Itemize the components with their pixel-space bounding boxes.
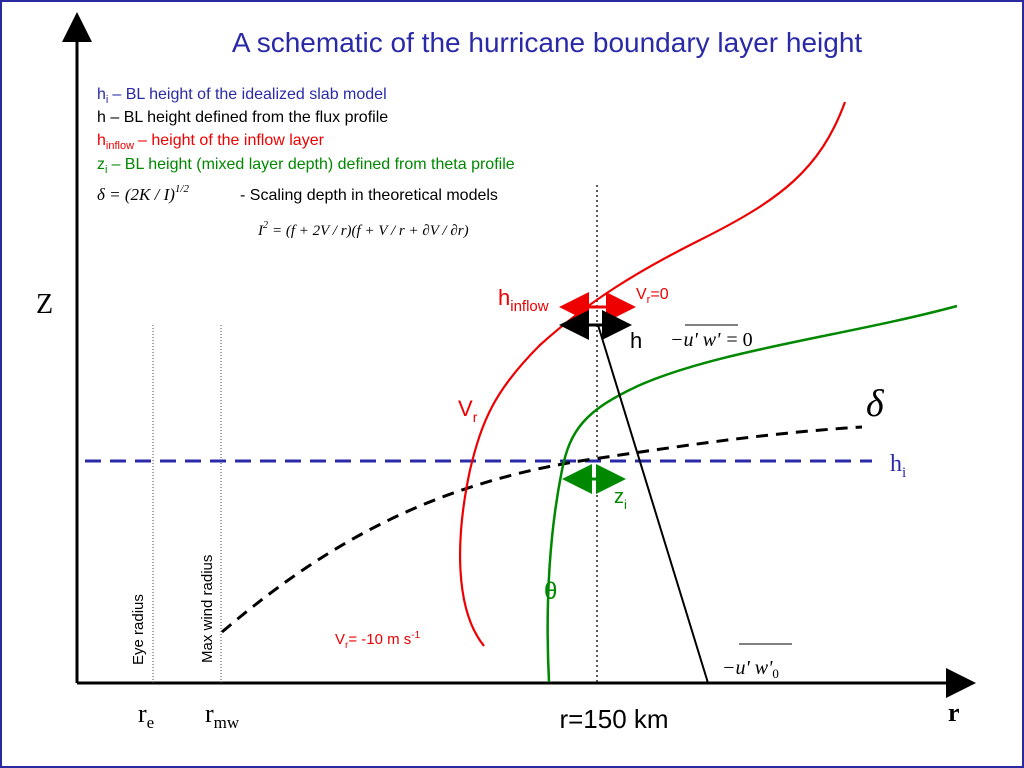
symbol: r	[138, 699, 147, 728]
subscript: i	[105, 164, 107, 176]
formula: I	[257, 223, 264, 239]
subscript: r	[345, 640, 349, 651]
subscript: i	[902, 465, 906, 481]
label-r-e: re	[138, 699, 154, 732]
symbol: h	[97, 86, 106, 103]
minus: −	[670, 329, 684, 351]
flux-line	[597, 324, 709, 684]
text: = -10 m s	[348, 631, 411, 648]
symbol: V	[335, 631, 345, 648]
symbol: z	[97, 156, 105, 173]
label-h: h	[630, 328, 642, 353]
title: A schematic of the hurricane boundary la…	[232, 27, 863, 58]
vr-curve	[458, 101, 847, 647]
label-h-i: hi	[890, 451, 906, 481]
label-vr: Vr	[458, 396, 478, 425]
symbol: V	[636, 286, 647, 303]
text: – BL height (mixed layer depth) defined …	[111, 156, 514, 173]
label-z-i: zi	[614, 486, 627, 512]
formula: = (f + 2V / r)(f + V / r + ∂V / ∂r)	[272, 223, 469, 239]
subscript: inflow	[510, 298, 549, 315]
minus: −	[722, 657, 736, 679]
symbol: h	[890, 451, 902, 477]
label-r-mw: rmw	[205, 699, 240, 732]
text: – BL height of the idealized slab model	[112, 86, 386, 103]
delta-curve	[221, 425, 863, 634]
label-h-inflow: hinflow	[498, 285, 549, 315]
legend-item: hi – BL height of the idealized slab mode…	[97, 86, 387, 106]
label-flux-zero: −u' w' = 0	[670, 329, 753, 351]
subscript: r	[473, 409, 478, 425]
text: – height of the inflow layer	[138, 132, 325, 149]
subscript: 0	[772, 666, 779, 681]
superscript: 2	[263, 220, 268, 231]
label-vr-zero: Vr=0	[636, 286, 669, 306]
subscript: mw	[214, 713, 240, 732]
symbol: h	[97, 132, 106, 149]
label-z-axis: Z	[36, 289, 53, 320]
symbol: V	[458, 396, 473, 421]
legend-item: zi – BL height (mixed layer depth) define…	[97, 156, 515, 176]
subscript: inflow	[106, 140, 134, 152]
formula-note: - Scaling depth in theoretical models	[240, 187, 498, 204]
label-r150: r=150 km	[559, 704, 668, 734]
label-flux-surface: −u' w'0	[722, 657, 779, 681]
label-r-axis: r	[948, 698, 960, 727]
subscript: r	[647, 294, 651, 306]
text: = 0	[726, 329, 752, 351]
label-vr-minus10: Vr= -10 m s-1	[335, 630, 421, 651]
superscript: 1/2	[175, 183, 190, 195]
label-theta: θ	[544, 578, 557, 605]
symbol: z	[614, 486, 624, 508]
formula-delta: δ = (2K / I)1/2	[97, 183, 189, 204]
text: =0	[650, 286, 668, 303]
legend-item: h – BL height defined from the flux prof…	[97, 109, 388, 126]
symbol: r	[205, 699, 214, 728]
label-max-wind-radius: Max wind radius	[199, 555, 216, 663]
term: u' w'	[684, 329, 722, 351]
label-delta: δ	[866, 383, 885, 425]
formula-inertial: I2 = (f + 2V / r)(f + V / r + ∂V / ∂r)	[257, 220, 469, 239]
formula: δ = (2K / I)	[97, 185, 175, 204]
subscript: i	[624, 497, 627, 512]
legend-item: hinflow – height of the inflow layer	[97, 132, 325, 152]
subscript: e	[147, 713, 155, 732]
subscript: i	[106, 94, 108, 106]
symbol: h	[498, 285, 510, 310]
label-eye-radius: Eye radius	[130, 594, 147, 665]
superscript: -1	[411, 630, 420, 641]
term: u' w'	[736, 657, 774, 679]
theta-curve	[546, 304, 958, 683]
